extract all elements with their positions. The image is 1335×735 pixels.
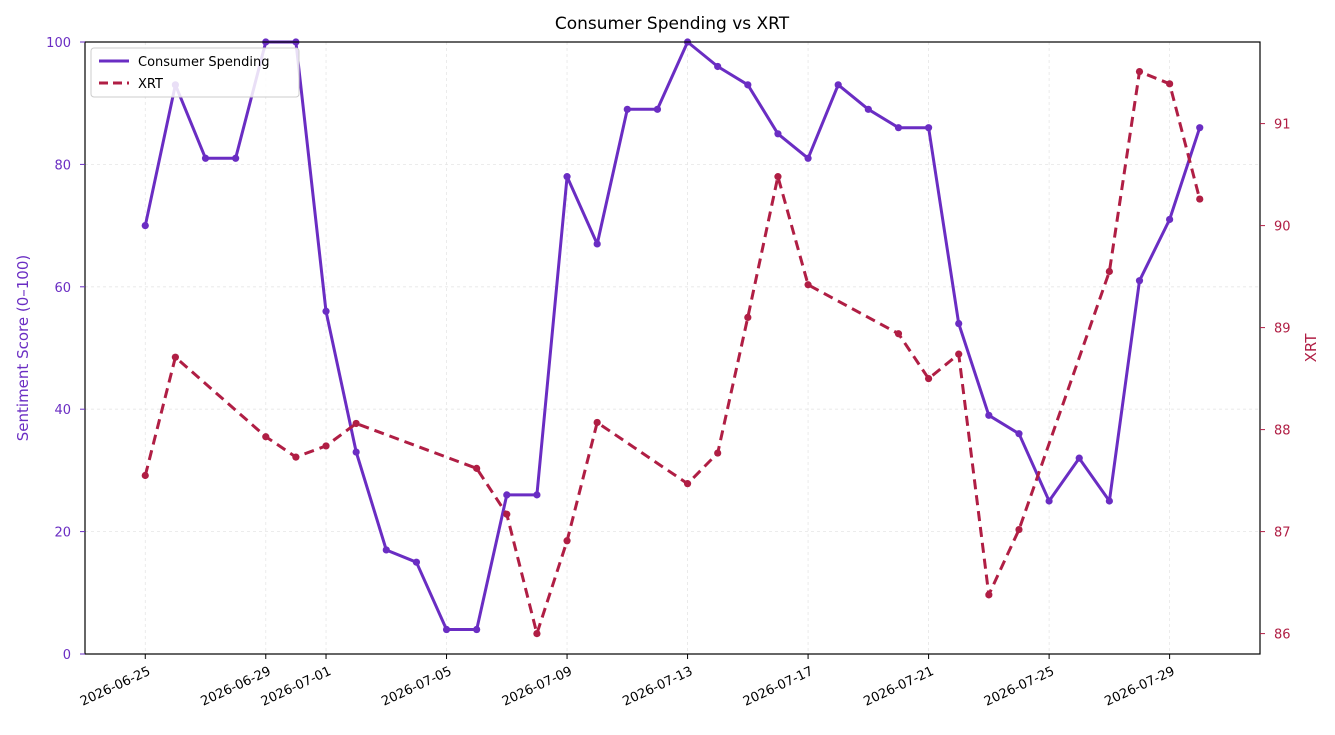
data-point-xrt (683, 480, 692, 488)
data-point-consumer-spending (774, 130, 782, 138)
data-point-consumer-spending (955, 319, 963, 328)
y-right-tick-label: 90 (1274, 220, 1291, 235)
data-point-xrt (352, 419, 360, 428)
data-point-consumer-spending (653, 105, 662, 113)
data-point-xrt (322, 442, 330, 450)
y-right-tick-label: 87 (1274, 526, 1291, 541)
data-point-xrt (262, 433, 270, 441)
data-point-xrt (924, 375, 933, 383)
data-point-xrt (1105, 267, 1113, 276)
data-point-consumer-spending (1045, 497, 1053, 505)
y-axis-left-label: Sentiment Score (0–100) (14, 255, 32, 441)
legend-label-consumer-spending: Consumer Spending (138, 55, 270, 70)
data-point-consumer-spending (382, 546, 390, 554)
data-point-xrt (533, 630, 541, 638)
y-right-tick-label: 86 (1274, 628, 1291, 643)
data-point-xrt (171, 353, 179, 361)
y-right-tick-label: 88 (1274, 424, 1291, 439)
y-left-tick-label: 20 (54, 526, 71, 541)
y-left-tick-label: 80 (54, 158, 71, 173)
data-point-consumer-spending (1196, 124, 1204, 132)
data-point-consumer-spending (593, 240, 601, 248)
data-point-xrt (894, 330, 903, 338)
data-point-xrt (473, 464, 481, 472)
chart-title: Consumer Spending vs XRT (555, 14, 790, 34)
data-point-consumer-spending (141, 222, 149, 230)
legend: Consumer Spending XRT (90, 47, 300, 98)
data-point-consumer-spending (442, 625, 451, 634)
data-point-consumer-spending (623, 105, 631, 113)
data-point-consumer-spending (744, 81, 752, 89)
data-point-consumer-spending (864, 105, 872, 113)
data-point-xrt (563, 537, 571, 545)
data-point-xrt (1166, 80, 1174, 88)
legend-box (90, 47, 300, 98)
data-point-xrt (714, 449, 722, 457)
data-point-xrt (804, 281, 812, 289)
data-point-xrt (985, 591, 993, 599)
data-point-xrt (955, 350, 963, 358)
data-point-consumer-spending (352, 448, 360, 456)
y-right-tick-label: 91 (1274, 118, 1291, 133)
data-point-consumer-spending (201, 154, 210, 162)
y-right-tick-label: 89 (1274, 322, 1291, 337)
y-axis-right: 86 87 88 89 90 91 (1260, 118, 1291, 643)
data-point-xrt (141, 471, 149, 480)
data-point-consumer-spending (503, 491, 511, 499)
data-point-consumer-spending (1015, 430, 1023, 438)
y-axis-left: 0 20 40 60 80 100 (46, 36, 85, 663)
data-point-xrt (292, 453, 300, 461)
data-point-xrt (1135, 67, 1144, 76)
data-point-xrt (1196, 195, 1204, 203)
data-point-consumer-spending (1075, 454, 1083, 462)
data-point-consumer-spending (563, 173, 571, 181)
y-left-tick-label: 40 (54, 403, 71, 418)
data-point-consumer-spending (232, 154, 240, 162)
data-point-xrt (503, 510, 511, 518)
data-point-xrt (744, 313, 752, 321)
data-point-consumer-spending (1166, 215, 1174, 224)
data-point-consumer-spending (473, 625, 481, 634)
y-axis-right-label: XRT (1302, 333, 1320, 363)
data-point-consumer-spending (533, 491, 541, 499)
legend-label-xrt: XRT (138, 77, 163, 92)
data-point-consumer-spending (412, 558, 421, 566)
data-point-xrt (774, 173, 782, 181)
data-point-consumer-spending (1105, 497, 1113, 505)
data-point-consumer-spending (714, 62, 722, 71)
plot-frame (84, 41, 1261, 655)
data-point-xrt (593, 418, 601, 427)
y-left-tick-label: 100 (46, 36, 71, 51)
data-point-consumer-spending (985, 411, 993, 419)
y-left-tick-label: 0 (63, 648, 71, 663)
data-point-consumer-spending (322, 307, 330, 315)
data-point-consumer-spending (1135, 277, 1144, 285)
data-point-consumer-spending (834, 81, 842, 89)
data-point-consumer-spending (894, 124, 903, 132)
data-point-xrt (1015, 525, 1023, 534)
series-line-consumer-spending (143, 40, 1202, 631)
y-left-tick-label: 60 (54, 281, 71, 296)
data-point-consumer-spending (804, 154, 812, 162)
data-point-consumer-spending (924, 124, 933, 132)
